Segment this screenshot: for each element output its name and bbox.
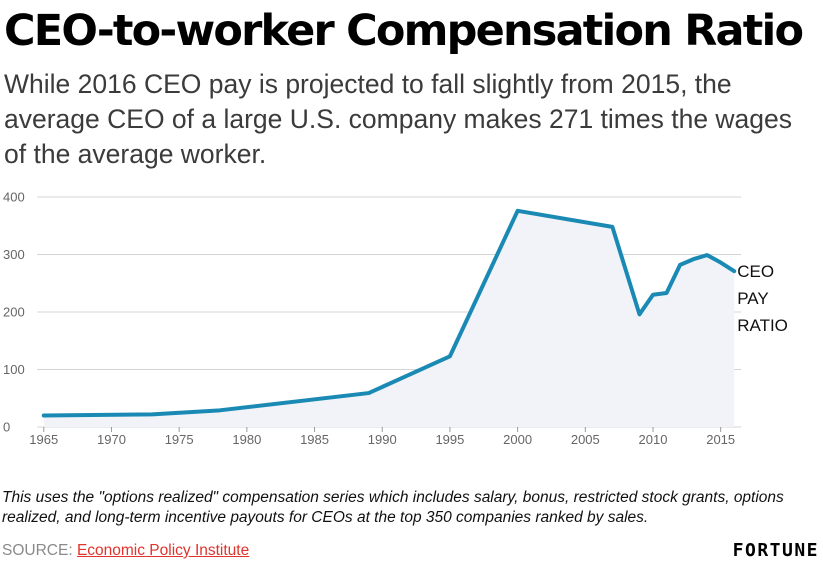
chart-subtitle: While 2016 CEO pay is projected to fall … <box>4 69 793 169</box>
x-tick-label-1965: 1965 <box>29 432 58 447</box>
series-label-line-3: RATIO <box>737 316 788 335</box>
x-tick-label-1980: 1980 <box>232 432 261 447</box>
x-tick-label-1990: 1990 <box>368 432 397 447</box>
series-line-ceo-pay-ratio <box>41 208 737 418</box>
source-line: SOURCE: Economic Policy Institute <box>2 542 249 560</box>
x-tick-label-2005: 2005 <box>571 432 600 447</box>
x-tick-label-2015: 2015 <box>706 432 735 447</box>
y-tick-label-300: 300 <box>3 247 25 262</box>
x-tick-label-1970: 1970 <box>97 432 126 447</box>
x-axis-ticks: 1965 1970 1975 1980 1985 1990 1995 2000 2005 2010… <box>29 427 735 447</box>
x-tick-label-1985: 1985 <box>300 432 329 447</box>
x-tick-label-1995: 1995 <box>435 432 464 447</box>
y-tick-label-100: 100 <box>3 362 25 377</box>
y-tick-label-400: 400 <box>3 189 25 204</box>
x-tick-label-2010: 2010 <box>639 432 668 447</box>
x-tick-label-1975: 1975 <box>165 432 194 447</box>
chart-title: CEO-to-worker Compensation Ratio <box>4 6 804 56</box>
y-tick-label-0: 0 <box>3 419 10 434</box>
source-link[interactable]: Economic Policy Institute <box>76 542 250 559</box>
series-label-line-1: CEO <box>737 262 774 281</box>
source-label: SOURCE: <box>2 542 77 559</box>
series-area-fill <box>43 210 735 427</box>
y-tick-label-200: 200 <box>3 304 25 319</box>
series-label-line-2: PAY <box>737 289 769 308</box>
series-label: CEO PAY RATIO <box>737 262 788 335</box>
y-axis-ticks: 0 100 200 300 400 <box>3 189 25 434</box>
fortune-logo: FORTUNE <box>732 540 819 561</box>
x-tick-label-2000: 2000 <box>503 432 532 447</box>
methodology-note: This uses the "options realized" compens… <box>2 489 784 526</box>
